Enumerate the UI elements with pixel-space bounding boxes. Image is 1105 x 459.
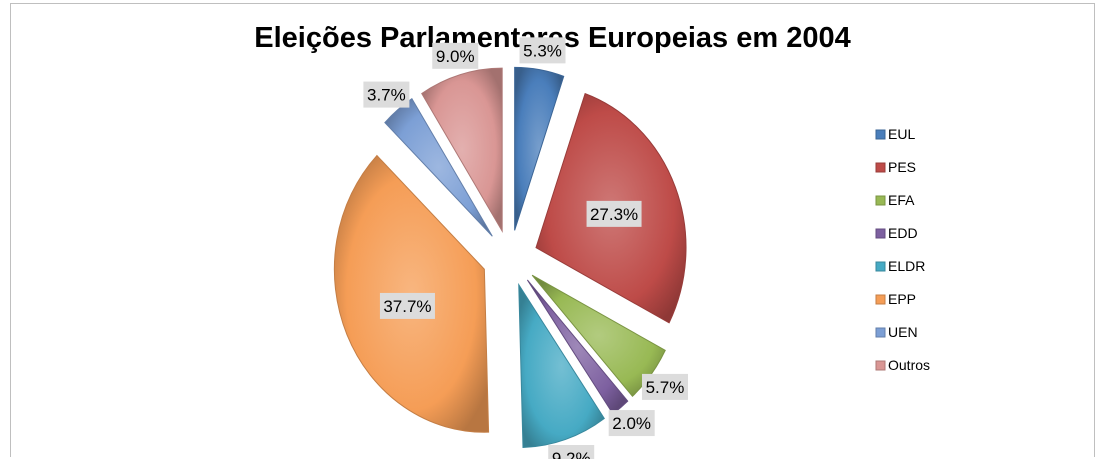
legend-label: PES xyxy=(888,159,916,175)
legend-swatch xyxy=(875,195,886,206)
legend-label: UEN xyxy=(888,324,918,340)
data-label-outros: 9.0% xyxy=(432,42,479,69)
svg-text:9.2%: 9.2% xyxy=(552,449,591,459)
legend-swatch xyxy=(875,228,886,239)
data-label-edd: 2.0% xyxy=(608,410,655,437)
data-label-eul: 5.3% xyxy=(519,37,566,64)
legend-swatch xyxy=(875,129,886,140)
slices-layer xyxy=(333,66,687,449)
data-label-efa: 5.7% xyxy=(641,373,688,400)
pie-slice-uen xyxy=(384,97,493,237)
data-label-epp: 37.7% xyxy=(379,292,435,319)
legend-swatch xyxy=(875,294,886,305)
data-label-uen: 3.7% xyxy=(363,81,410,108)
pie-slice-outros xyxy=(421,67,503,233)
legend-item-outros: Outros xyxy=(875,357,930,373)
legend-item-uen: UEN xyxy=(875,324,918,340)
legend-label: ELDR xyxy=(888,258,925,274)
legend-swatch xyxy=(875,261,886,272)
legend-item-edd: EDD xyxy=(875,225,918,241)
svg-text:9.0%: 9.0% xyxy=(436,47,475,66)
svg-text:37.7%: 37.7% xyxy=(383,297,431,316)
legend-label: EFA xyxy=(888,192,915,208)
pie-slice-eul xyxy=(514,66,565,231)
legend-label: Outros xyxy=(888,357,930,373)
legend-item-eldr: ELDR xyxy=(875,258,925,274)
legend-label: EPP xyxy=(888,291,916,307)
legend-swatch xyxy=(875,360,886,371)
legend-swatch xyxy=(875,327,886,338)
legend-swatch xyxy=(875,162,886,173)
data-label-eldr: 9.2% xyxy=(548,445,595,459)
svg-text:2.0%: 2.0% xyxy=(612,414,651,433)
svg-text:3.7%: 3.7% xyxy=(367,86,406,105)
svg-text:5.7%: 5.7% xyxy=(646,378,685,397)
legend-item-efa: EFA xyxy=(875,192,915,208)
data-labels-layer: 5.3% 27.3% 5.7% 2.0% 9.2% 37.7% 3.7% 9.0% xyxy=(363,37,688,459)
svg-text:27.3%: 27.3% xyxy=(590,205,638,224)
legend: EUL PES EFA EDD ELDR EPP UEN Outros xyxy=(875,126,930,373)
pie-slice-eldr xyxy=(518,282,605,449)
legend-item-pes: PES xyxy=(875,159,916,175)
legend-label: EDD xyxy=(888,225,918,241)
svg-text:5.3%: 5.3% xyxy=(523,41,562,60)
legend-item-eul: EUL xyxy=(875,126,915,142)
legend-label: EUL xyxy=(888,126,915,142)
data-label-pes: 27.3% xyxy=(586,200,642,227)
legend-item-epp: EPP xyxy=(875,291,916,307)
